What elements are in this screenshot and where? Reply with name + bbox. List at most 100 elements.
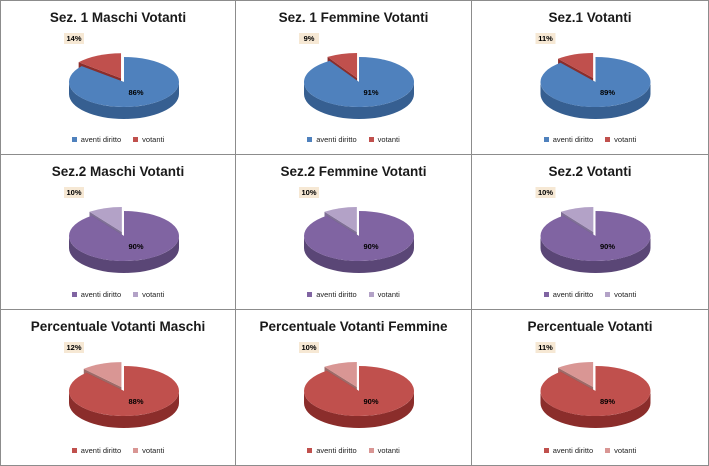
data-label-aventi-diritto: 89%	[600, 88, 615, 97]
slice-aventi-diritto	[540, 57, 651, 107]
legend-item-aventi-diritto: aventi diritto	[307, 135, 357, 144]
data-label-box	[535, 33, 556, 44]
slice-side-aventi-diritto	[69, 391, 179, 428]
legend-swatch	[605, 448, 611, 453]
legend-label: votanti	[142, 290, 165, 299]
chart-title: Sez. 1 Femmine Votanti	[278, 10, 429, 25]
legend-swatch	[605, 137, 611, 142]
slice-votanti	[324, 207, 357, 233]
pie-chart: 90% 10%	[299, 342, 414, 428]
data-label-votanti: 12%	[66, 343, 81, 352]
chart-panel: Percentuale Votanti 89% 11% aventi diritt…	[472, 310, 709, 466]
slice-aventi-diritto	[304, 366, 414, 416]
slice-aventi-diritto	[540, 366, 651, 416]
legend-item-aventi-diritto: aventi diritto	[307, 290, 357, 299]
data-label-votanti: 10%	[301, 343, 316, 352]
chart-panel: Sez.1 Votanti 89% 11% aventi diritto vota…	[472, 0, 709, 155]
legend-label: aventi diritto	[316, 446, 357, 455]
chart-panel: Percentuale Votanti Femmine 90% 10% avent…	[236, 310, 472, 466]
legend-swatch	[368, 292, 374, 297]
data-label-box	[535, 342, 556, 353]
chart-panel: Sez. 1 Femmine Votanti 91% 9% aventi diri…	[236, 0, 472, 155]
data-label-box	[64, 342, 84, 353]
slice-votanti	[558, 362, 594, 388]
legend: aventi diritto votanti	[236, 290, 471, 299]
legend-item-votanti: votanti	[368, 290, 400, 299]
data-label-votanti: 14%	[66, 34, 81, 43]
legend-item-votanti: votanti	[133, 290, 164, 299]
legend-label: votanti	[377, 135, 400, 144]
legend: aventi diritto votanti	[1, 446, 235, 455]
legend: aventi diritto votanti	[472, 135, 708, 144]
chart-title: Percentuale Votanti Femmine	[259, 319, 448, 334]
chart-title: Percentuale Votanti	[527, 319, 653, 334]
data-label-box	[299, 33, 319, 44]
slice-aventi-diritto	[540, 211, 651, 261]
legend-item-votanti: votanti	[368, 135, 400, 144]
pie-chart: 90% 10%	[535, 187, 651, 273]
chart-panel: Sez.2 Femmine Votanti 90% 10% aventi diri…	[236, 155, 472, 310]
pie-chart: 86% 14%	[64, 33, 180, 119]
legend-label: votanti	[614, 290, 637, 299]
legend: aventi diritto votanti	[1, 290, 235, 299]
slice-votanti	[89, 207, 122, 233]
pie-chart: 91% 9%	[299, 33, 414, 119]
pie-chart: 88% 12%	[64, 342, 179, 428]
legend-swatch	[133, 292, 139, 297]
data-label-box	[299, 187, 319, 198]
legend-swatch	[133, 448, 139, 453]
data-label-aventi-diritto: 89%	[600, 397, 615, 406]
legend: aventi diritto votanti	[236, 135, 471, 144]
legend-swatch	[543, 292, 549, 297]
legend-item-votanti: votanti	[133, 135, 164, 144]
chart-title: Sez. 1 Maschi Votanti	[49, 10, 187, 25]
legend-item-votanti: votanti	[605, 446, 636, 455]
pie-chart: 89% 11%	[535, 342, 651, 428]
slice-side-aventi-diritto	[540, 236, 651, 273]
chart-title: Sez.2 Femmine Votanti	[280, 164, 427, 179]
slice-side-aventi-diritto	[540, 82, 651, 120]
legend-swatch	[368, 137, 374, 142]
legend: aventi diritto votanti	[1, 135, 235, 144]
slice-side-aventi-diritto	[304, 391, 414, 428]
data-label-box	[64, 187, 84, 198]
legend-item-aventi-diritto: aventi diritto	[71, 135, 122, 144]
legend-label: aventi diritto	[80, 446, 122, 455]
legend-item-votanti: votanti	[605, 290, 636, 299]
legend-swatch	[71, 292, 77, 297]
data-label-votanti: 11%	[538, 343, 553, 352]
slice-side-aventi-diritto	[304, 82, 414, 119]
legend-swatch	[307, 292, 313, 297]
data-label-votanti: 10%	[301, 188, 316, 197]
legend-label: aventi diritto	[316, 290, 357, 299]
legend-item-aventi-diritto: aventi diritto	[543, 290, 594, 299]
legend: aventi diritto votanti	[472, 290, 708, 299]
pie-chart: 90% 10%	[64, 187, 179, 273]
legend-item-votanti: votanti	[368, 446, 400, 455]
legend-swatch	[368, 448, 374, 453]
legend-label: aventi diritto	[80, 135, 122, 144]
legend-swatch	[71, 137, 77, 142]
chart-title: Sez.2 Votanti	[548, 164, 632, 179]
legend-item-aventi-diritto: aventi diritto	[543, 446, 593, 455]
data-label-box	[299, 342, 319, 353]
legend-label: votanti	[614, 446, 637, 455]
slice-side-aventi-diritto	[69, 236, 179, 273]
chart-panel: Percentuale Votanti Maschi 88% 12% aventi…	[0, 310, 236, 466]
legend: aventi diritto votanti	[236, 446, 471, 455]
legend-swatch	[133, 137, 139, 142]
data-label-aventi-diritto: 90%	[600, 242, 615, 251]
legend-label: aventi diritto	[552, 290, 594, 299]
legend-label: votanti	[377, 290, 400, 299]
chart-title: Percentuale Votanti Maschi	[30, 319, 206, 334]
pie-chart: 89% 11%	[535, 33, 651, 120]
slice-votanti	[561, 207, 594, 233]
legend-swatch	[543, 137, 549, 142]
slice-aventi-diritto	[68, 57, 180, 107]
data-label-aventi-diritto: 90%	[363, 242, 378, 251]
legend-item-aventi-diritto: aventi diritto	[71, 446, 122, 455]
slice-aventi-diritto	[304, 211, 414, 261]
legend-label: aventi diritto	[316, 135, 357, 144]
legend-item-aventi-diritto: aventi diritto	[307, 446, 357, 455]
